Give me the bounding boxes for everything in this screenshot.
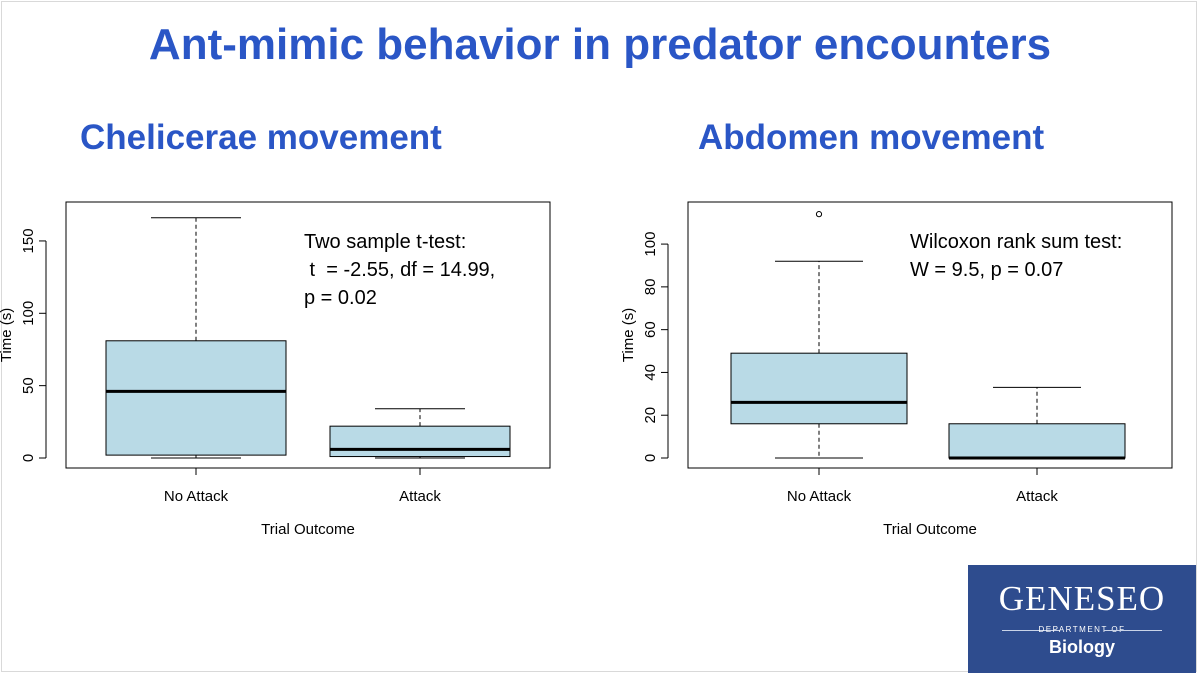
logo-rule-left xyxy=(1002,630,1060,631)
y-axis-label: Time (s) xyxy=(622,308,637,362)
slide-title: Ant-mimic behavior in predator encounter… xyxy=(148,20,1052,69)
box-iqr xyxy=(948,423,1126,459)
abdomen-chart-title: Abdomen movement xyxy=(698,118,1045,157)
y-tick-label: 80 xyxy=(642,279,659,296)
x-axis-label: Trial Outcome xyxy=(261,521,355,538)
y-axis-label: Time (s) xyxy=(0,308,15,362)
x-axis-label: Trial Outcome xyxy=(883,521,977,538)
plot-frame xyxy=(687,201,1173,469)
logo-department: DEPARTMENT OF xyxy=(1038,625,1126,634)
logo-rule-right xyxy=(1104,630,1162,631)
logo-name: GENESEO xyxy=(998,579,1166,618)
chelicerae-boxplot: 0 50 100 150 Time (s) No Attack Attack Trial Ou… xyxy=(0,201,551,538)
logo-subtitle: Biology xyxy=(1049,637,1115,657)
y-tick-label: 150 xyxy=(20,228,37,253)
box-iqr xyxy=(105,340,287,456)
stat-annotation-line: W = 9.5, p = 0.07 xyxy=(910,259,1063,281)
chelicerae-chart-title: Chelicerae movement xyxy=(80,118,442,157)
y-tick-label: 100 xyxy=(20,301,37,326)
y-tick-label: 20 xyxy=(642,407,659,424)
y-tick-label: 40 xyxy=(642,364,659,381)
y-tick-label: 0 xyxy=(20,454,37,462)
stat-annotation-line: Two sample t-test: xyxy=(304,231,466,253)
geneseo-logo: GENESEO DEPARTMENT OF Biology xyxy=(968,565,1196,673)
outlier-point xyxy=(815,211,823,218)
stat-annotation-line: Wilcoxon rank sum test: xyxy=(910,231,1122,253)
abdomen-boxplot: 0 20 40 60 80 100 Time (s) No Attack Attack Trial… xyxy=(622,201,1173,538)
y-tick-label: 100 xyxy=(642,232,659,257)
x-category-label: No Attack xyxy=(164,488,229,505)
box-iqr xyxy=(329,425,511,458)
plot-frame xyxy=(65,201,551,469)
x-category-label: Attack xyxy=(399,488,441,505)
y-tick-label: 50 xyxy=(20,377,37,394)
y-tick-label: 60 xyxy=(642,321,659,338)
x-category-label: Attack xyxy=(1016,488,1058,505)
x-category-label: No Attack xyxy=(787,488,852,505)
stat-annotation-line: p = 0.02 xyxy=(304,287,377,309)
box-iqr xyxy=(730,352,908,425)
stat-annotation-line: t = -2.55, df = 14.99, xyxy=(304,259,495,281)
y-tick-label: 0 xyxy=(642,454,659,462)
